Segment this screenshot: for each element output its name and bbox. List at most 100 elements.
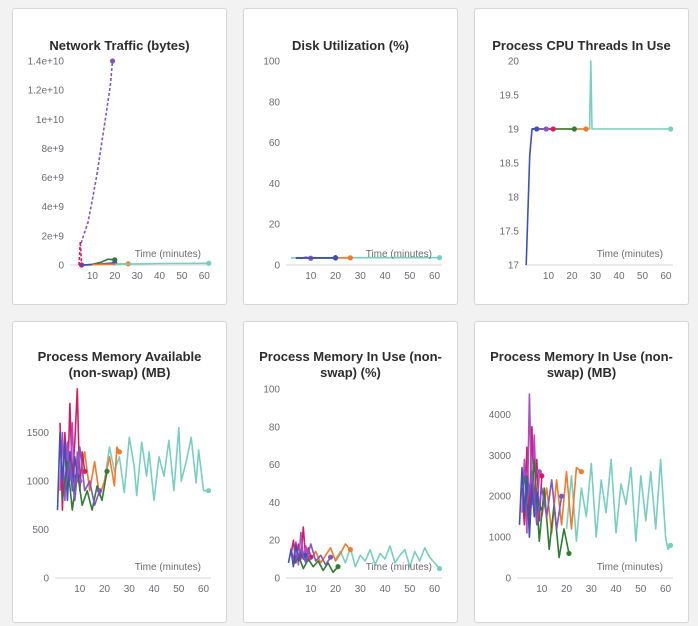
x-axis-label: Time (minutes)	[597, 249, 663, 260]
x-tick-label: 20	[330, 584, 342, 595]
series-end-point	[668, 126, 674, 132]
x-axis-label: Time (minutes)	[366, 562, 432, 573]
memory-in-use-mb-chart: 0 1000 2000 3000 4000 10 20 30 40 50 60 Time (minut…	[489, 393, 674, 595]
x-tick-label: 60	[660, 271, 672, 282]
panel-memory-available: Process Memory Available (non-swap) (MB) …	[12, 321, 227, 623]
x-axis-label: Time (minutes)	[366, 249, 432, 260]
panel-memory-in-use-percent: Process Memory In Use (non-swap) (%) 0 20…	[243, 321, 458, 623]
series-end-point	[436, 255, 443, 261]
y-tick-label: 1500	[27, 428, 50, 439]
panel-network-traffic: Network Traffic (bytes) 0 2e+9 4e+9 6e+9 8e+…	[12, 8, 227, 305]
y-tick-label: 19	[508, 125, 520, 136]
y-tick-label: 1000	[489, 533, 512, 544]
chart-title: Process Memory Available (non-swap) (MB)	[37, 349, 202, 380]
y-tick-label: 0	[43, 574, 49, 585]
series-end-point	[550, 126, 556, 132]
y-tick-label: 6e+9	[41, 173, 64, 184]
x-tick-label: 30	[355, 584, 367, 595]
series-end-point	[539, 473, 545, 479]
series-line	[526, 470, 563, 530]
series-line	[572, 60, 671, 130]
x-tick-label: 40	[379, 271, 391, 282]
y-tick-label: 20	[269, 220, 281, 231]
chart-title: Process CPU Threads In Use	[492, 38, 671, 53]
series-end-point	[583, 126, 589, 132]
cpu-threads-chart: 17 17.5 18 18.5 19 19.5 20 10 20 30 40 50 60 Time (mi…	[500, 57, 674, 282]
y-tick-label: 0	[505, 574, 511, 585]
y-tick-label: 2000	[489, 492, 512, 503]
x-tick-label: 60	[429, 271, 441, 282]
series-line	[114, 262, 209, 266]
memory-available-chart: 0 500 1000 1500 10 20 30 40 50 60 Time (minutes)	[27, 388, 212, 595]
series-end-point	[578, 469, 584, 475]
x-axis-label: Time (minutes)	[135, 562, 201, 573]
y-tick-label: 100	[263, 57, 280, 68]
x-tick-label: 30	[590, 271, 602, 282]
series-end-point	[536, 469, 542, 475]
x-tick-label: 10	[536, 584, 548, 595]
series-end-point	[332, 255, 339, 261]
series-end-point	[327, 554, 334, 560]
y-tick-label: 80	[269, 422, 281, 433]
series-end-point	[566, 550, 572, 557]
x-tick-label: 20	[330, 271, 342, 282]
series-line	[334, 545, 441, 570]
series-end-point	[347, 255, 353, 261]
x-tick-label: 40	[379, 584, 391, 595]
series-line	[565, 458, 672, 551]
x-tick-label: 60	[429, 584, 441, 595]
series-end-point	[543, 126, 549, 132]
series-end-point	[534, 126, 540, 132]
series-line	[80, 60, 114, 244]
x-tick-label: 30	[355, 271, 367, 282]
y-tick-label: 18.5	[500, 159, 520, 170]
series-line	[64, 446, 101, 507]
y-tick-label: 60	[269, 460, 281, 471]
y-tick-label: 1.2e+10	[28, 86, 65, 97]
y-tick-label: 1000	[27, 477, 50, 488]
chart-title: Network Traffic (bytes)	[49, 38, 190, 53]
series-end-point	[96, 488, 103, 494]
series-end-point	[205, 488, 212, 494]
x-tick-label: 10	[305, 271, 317, 282]
y-tick-label: 1e+10	[36, 115, 65, 126]
series-line	[525, 128, 537, 266]
x-tick-label: 50	[635, 584, 647, 595]
y-tick-label: 17.5	[500, 227, 520, 238]
series-end-point	[558, 493, 565, 499]
x-tick-label: 30	[132, 271, 144, 282]
y-tick-label: 80	[269, 97, 281, 108]
x-tick-label: 50	[173, 584, 185, 595]
x-tick-label: 50	[637, 271, 649, 282]
chart-title: Disk Utilization (%)	[291, 38, 409, 53]
x-tick-label: 60	[660, 584, 672, 595]
y-tick-label: 40	[269, 498, 281, 509]
series-line	[56, 431, 79, 511]
panel-cpu-threads: Process CPU Threads In Use 17 17.5 18 18.5 1…	[474, 8, 689, 305]
series-line	[103, 426, 209, 502]
chart-title: Process Memory In Use (non-swap) (%)	[259, 349, 442, 380]
x-tick-label: 10	[543, 271, 555, 282]
x-axis-label: Time (minutes)	[597, 562, 663, 573]
y-tick-label: 0	[274, 574, 280, 585]
chart-title: Process Memory In Use (non-swap) (MB)	[490, 349, 673, 380]
x-tick-label: 30	[124, 584, 136, 595]
y-tick-label: 18	[508, 193, 520, 204]
series-line	[292, 554, 339, 574]
x-tick-label: 20	[109, 271, 121, 282]
series-line	[310, 543, 352, 564]
x-tick-label: 40	[610, 584, 622, 595]
y-tick-label: 3000	[489, 451, 512, 462]
series-line	[518, 466, 541, 538]
x-tick-label: 20	[99, 584, 111, 595]
x-tick-label: 40	[154, 271, 166, 282]
y-tick-label: 0	[274, 261, 280, 272]
x-tick-label: 20	[561, 584, 573, 595]
y-tick-label: 20	[508, 57, 520, 68]
y-tick-label: 17	[508, 261, 520, 272]
disk-utilization-chart: 0 20 40 60 80 100 10 20 30 40 50 60 Time (minutes)	[263, 57, 443, 282]
x-tick-label: 50	[404, 271, 416, 282]
panel-memory-in-use-mb: Process Memory In Use (non-swap) (MB) 0 1…	[474, 321, 689, 623]
x-tick-label: 50	[404, 584, 416, 595]
x-axis-label: Time (minutes)	[135, 249, 201, 260]
